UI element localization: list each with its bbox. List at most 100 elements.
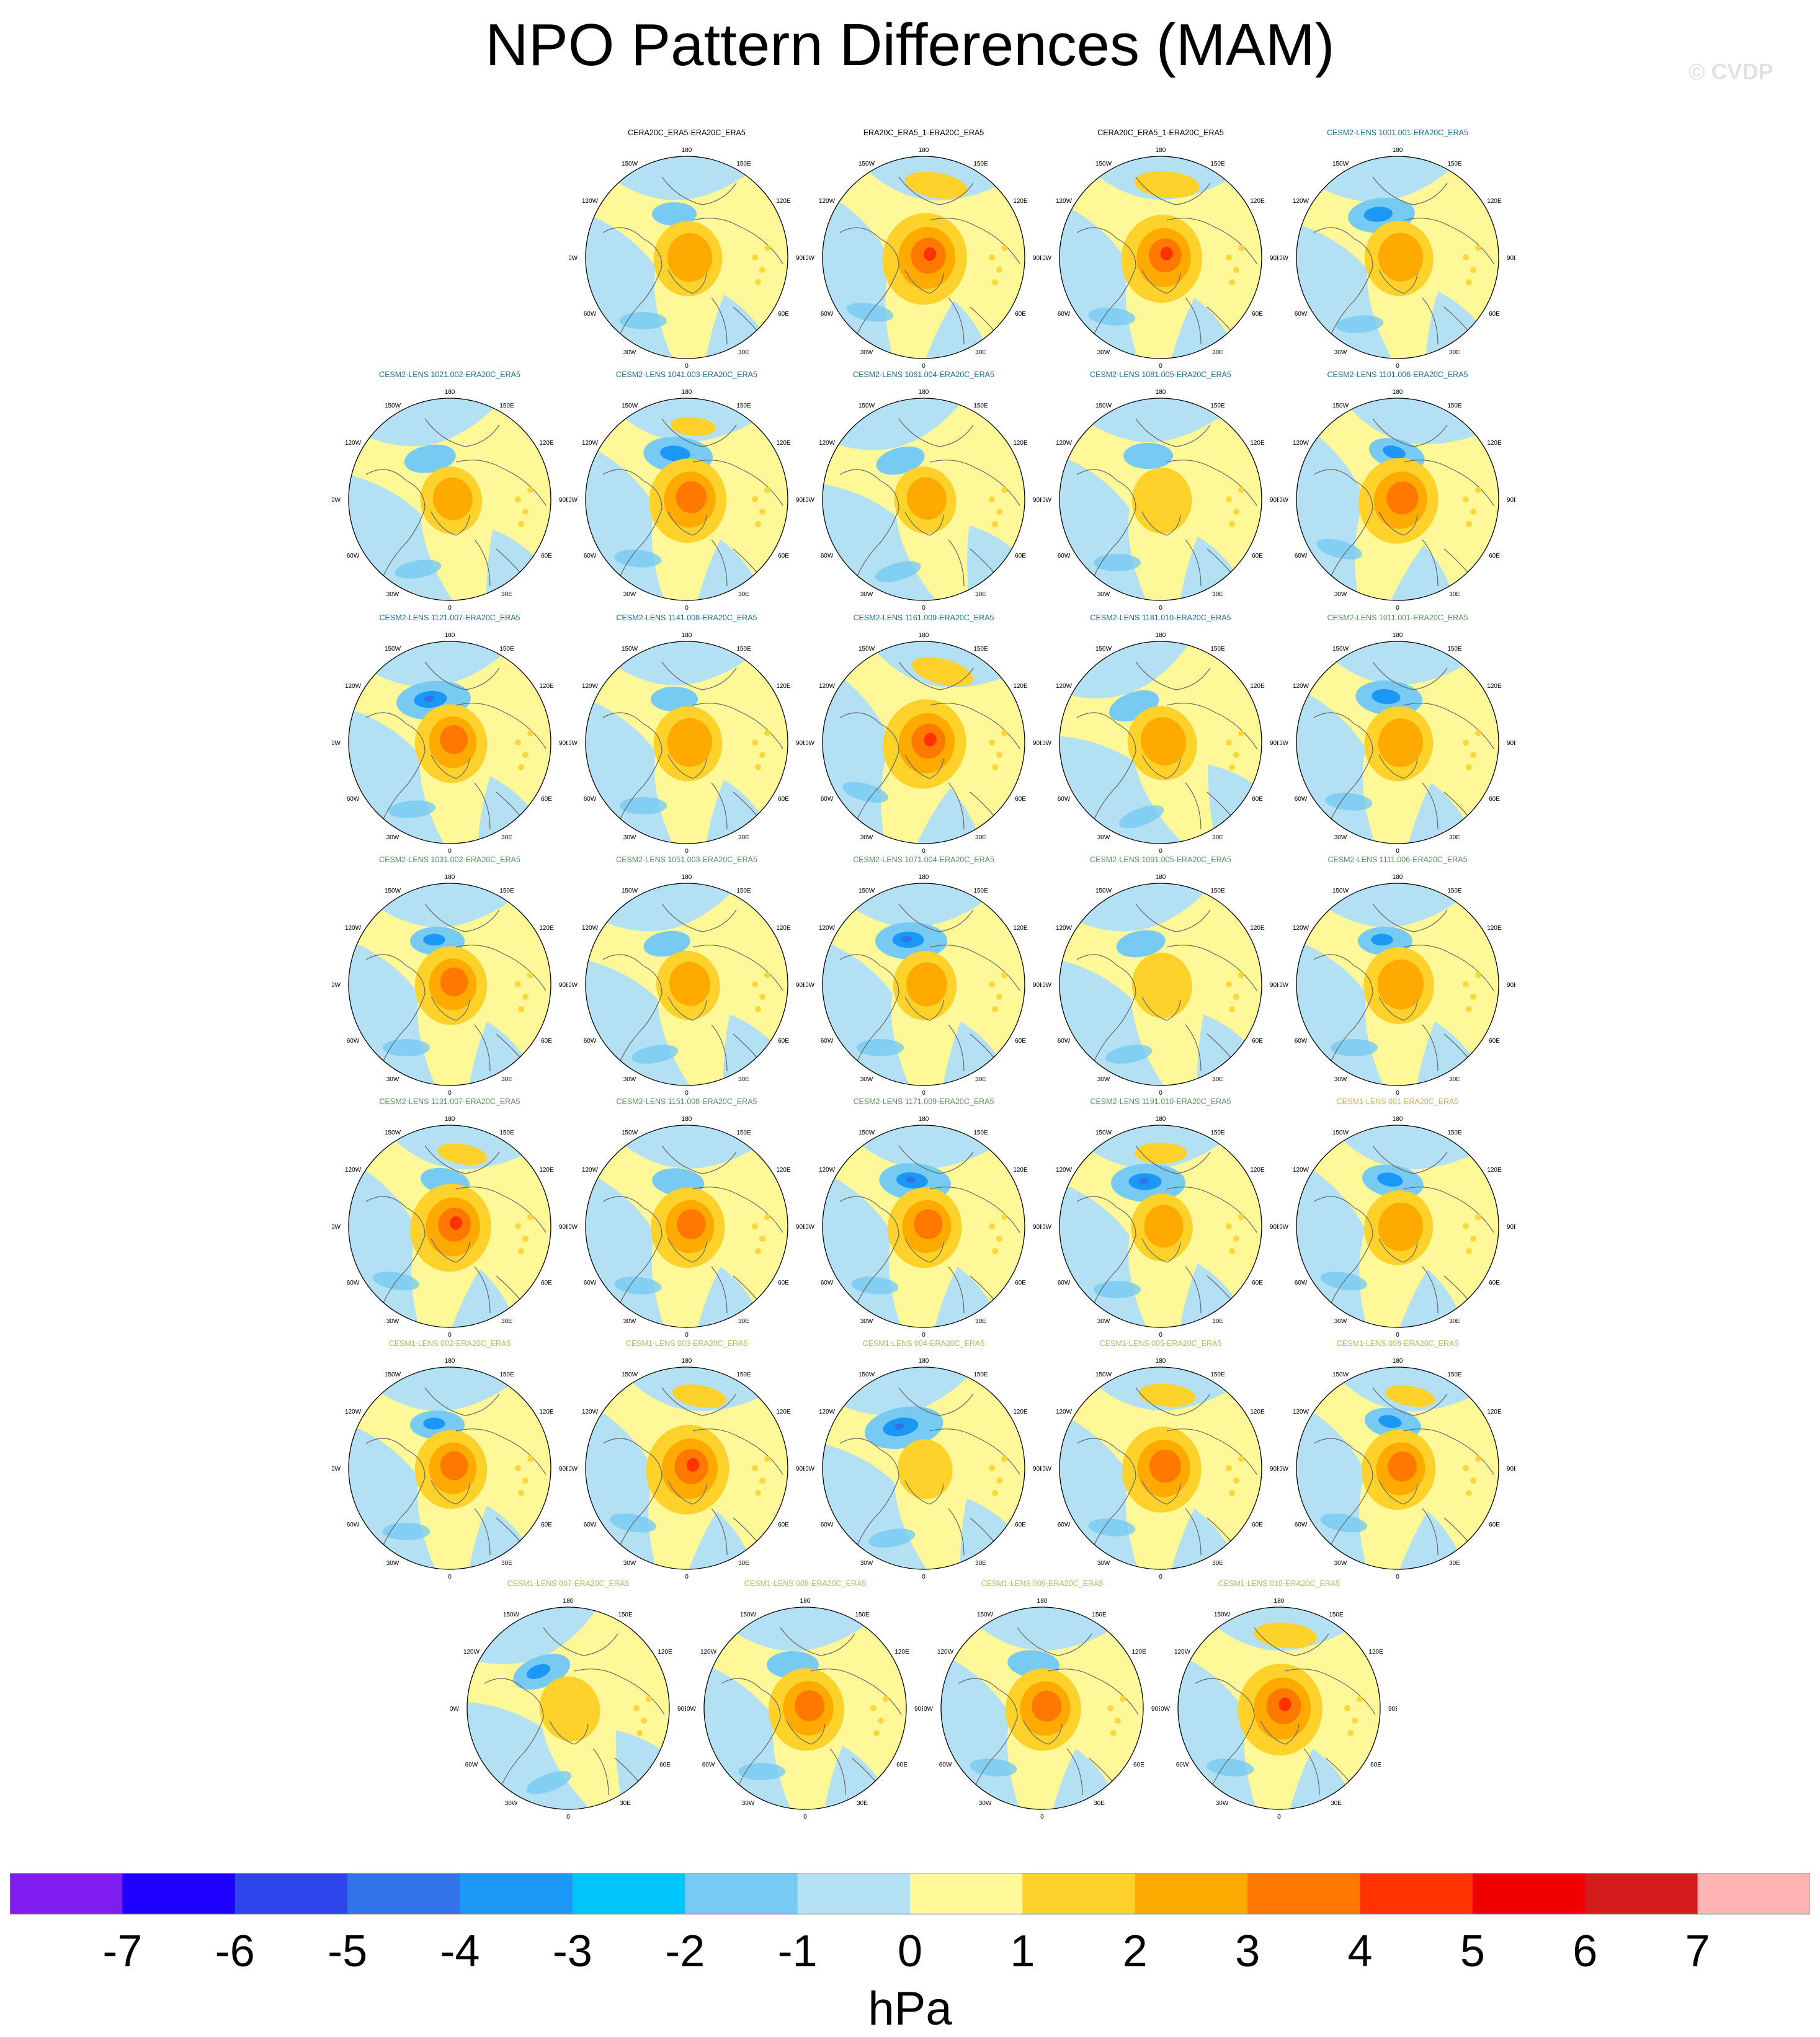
longitude-label: 60W	[939, 1762, 952, 1768]
anomaly-speckle	[1001, 730, 1007, 736]
longitude-label: 120W	[1056, 440, 1073, 447]
positive-anomaly-inner	[1144, 1205, 1184, 1248]
longitude-label: 120E	[1487, 1167, 1502, 1174]
anomaly-speckle	[992, 521, 998, 527]
colorbar-tick-label: 2	[1123, 1927, 1148, 1976]
coastline-pacific-rim	[661, 176, 737, 205]
longitude-label: 60W	[1176, 1762, 1189, 1768]
coastline-north-america	[839, 954, 899, 1066]
coastline-greenland	[1378, 1480, 1418, 1505]
longitude-label: 150E	[973, 1371, 988, 1378]
longitude-label: 150E	[973, 403, 988, 409]
longitude-label: 120E	[776, 198, 791, 205]
longitude-label: 90W	[1043, 497, 1052, 504]
map-panel: CESM2-LENS 1021.002-ERA20C_ERA5 180 0 90W 90…	[332, 370, 568, 611]
panel-title: CESM2-LENS 1041.003-ERA20C_ERA5	[616, 370, 757, 379]
polar-map: 180 0 90W 90E 150W 150E 120W 120E 60W 60E 30W 30E	[1280, 1116, 1515, 1338]
longitude-label: 120E	[1013, 925, 1028, 932]
longitude-label: 90E	[1033, 1224, 1042, 1231]
anomaly-speckle	[527, 487, 533, 493]
positive-anomaly-inner	[906, 477, 947, 520]
longitude-label: 0	[1277, 1814, 1281, 1820]
coastline-pacific-rim	[1372, 1145, 1448, 1174]
anomaly-speckle	[522, 1478, 529, 1484]
aleutian-low-peak	[902, 936, 912, 942]
longitude-label: 150W	[385, 1130, 401, 1136]
longitude-label: 0	[1396, 1332, 1399, 1338]
longitude-label: 180	[1037, 1598, 1048, 1605]
negative-anomaly-core	[1316, 538, 1362, 560]
map-border	[822, 641, 1025, 844]
longitude-label: 30E	[501, 1560, 512, 1567]
coastline-pacific-rim	[898, 903, 974, 932]
longitude-label: 120E	[1487, 683, 1502, 690]
coastline-north-america	[1313, 954, 1373, 1066]
longitude-label: 60W	[821, 1522, 834, 1528]
map-border	[1059, 641, 1262, 844]
aleutian-low-outer	[1116, 930, 1166, 958]
polar-map: 180 0 90W 90E 150W 150E 120W 120E 60W 60E 30W 30E	[332, 1116, 568, 1338]
longitude-label: 30E	[738, 1318, 749, 1325]
longitude-label: 150W	[859, 1371, 875, 1378]
longitude-label: 60E	[541, 1038, 552, 1045]
map-border	[822, 156, 1025, 359]
anomaly-speckle	[759, 1478, 765, 1484]
panel-title: ERA20C_ERA5_1-ERA20C_ERA5	[863, 128, 984, 137]
panel-title: CESM2-LENS 1021.002-ERA20C_ERA5	[379, 370, 520, 379]
polar-map: 180 0 90W 90E 150W 150E 120W 120E 60W 60E 30W 30E	[1043, 389, 1278, 611]
longitude-label: 60E	[541, 1522, 552, 1528]
longitude-label: 30E	[1449, 349, 1460, 356]
longitude-label: 150W	[859, 403, 875, 409]
coastline-north-america	[1076, 1438, 1136, 1549]
longitude-label: 30W	[1334, 1076, 1347, 1083]
anomaly-speckle	[522, 1236, 529, 1242]
polar-map: 180 0 90W 90E 150W 150E 120W 120E 60W 60E 30W 30E	[332, 874, 568, 1096]
anomaly-speckle	[764, 1456, 770, 1462]
longitude-label: 30E	[975, 591, 986, 598]
polar-map: 180 0 90W 90E 150W 150E 120W 120E 60W 60E 30W 30E	[1280, 632, 1515, 854]
colorbar-tick-label: 4	[1347, 1927, 1372, 1976]
longitude-label: 120W	[582, 440, 599, 447]
longitude-label: 120W	[1293, 198, 1309, 205]
anomaly-speckle	[764, 972, 770, 978]
longitude-label: 60E	[1015, 1280, 1026, 1286]
longitude-label: 30E	[975, 1076, 986, 1083]
anomaly-speckle	[1475, 730, 1481, 736]
map-panel: CESM1-LENS 008-ERA20C_ERA5 180 0 90W 90E 150W…	[687, 1579, 923, 1820]
colorbar: -7 -6 -5 -4 -3 -2 -1 0 1 2 3 4 5 6 7	[10, 1873, 1810, 1976]
longitude-label: 120W	[819, 925, 836, 932]
map-border	[1296, 398, 1499, 601]
anomaly-speckle	[755, 521, 761, 527]
coastline-siberia	[1166, 1429, 1257, 1475]
panel-title: CESM1-LENS 007-ERA20C_ERA5	[507, 1579, 630, 1588]
longitude-label: 120W	[345, 925, 362, 932]
longitude-label: 180	[919, 632, 929, 639]
longitude-label: 90W	[687, 1706, 697, 1713]
coastline-greenland	[430, 511, 470, 536]
longitude-label: 120E	[1250, 683, 1265, 690]
longitude-label: 120W	[937, 1649, 954, 1656]
polar-map: 180 0 90W 90E 150W 150E 120W 120E 60W 60E 30W 30E	[806, 389, 1042, 611]
anomaly-speckle	[1233, 752, 1239, 758]
anomaly-speckle	[755, 1490, 761, 1496]
anomaly-speckle	[759, 752, 765, 758]
anomaly-speckle	[515, 496, 521, 502]
negative-anomaly-core	[868, 1528, 916, 1548]
anomaly-speckle	[1357, 1696, 1363, 1702]
map-border	[585, 398, 788, 601]
longitude-label: 180	[682, 874, 692, 881]
longitude-label: 150E	[855, 1611, 870, 1618]
longitude-label: 180	[800, 1598, 811, 1605]
map-panel: CESM1-LENS 005-ERA20C_ERA5 180 0 90W 90E 150W…	[1043, 1339, 1278, 1580]
panel-title: CESM2-LENS 1101.006-ERA20C_ERA5	[1327, 370, 1468, 379]
negative-anomaly-core	[1088, 308, 1136, 326]
negative-anomaly-core	[383, 1039, 430, 1056]
coastline-greenland	[1260, 1720, 1300, 1745]
colorbar-swatch	[460, 1873, 573, 1914]
polar-map: 180 0 90W 90E 150W 150E 120W 120E 60W 60E 30W 30E	[1043, 632, 1278, 854]
colorbar-tick-label: 3	[1235, 1927, 1260, 1976]
anomaly-speckle	[1229, 764, 1235, 770]
negative-anomaly-core	[1119, 805, 1164, 829]
anomaly-speckle	[527, 730, 533, 736]
negative-anomaly-core	[631, 1045, 679, 1064]
